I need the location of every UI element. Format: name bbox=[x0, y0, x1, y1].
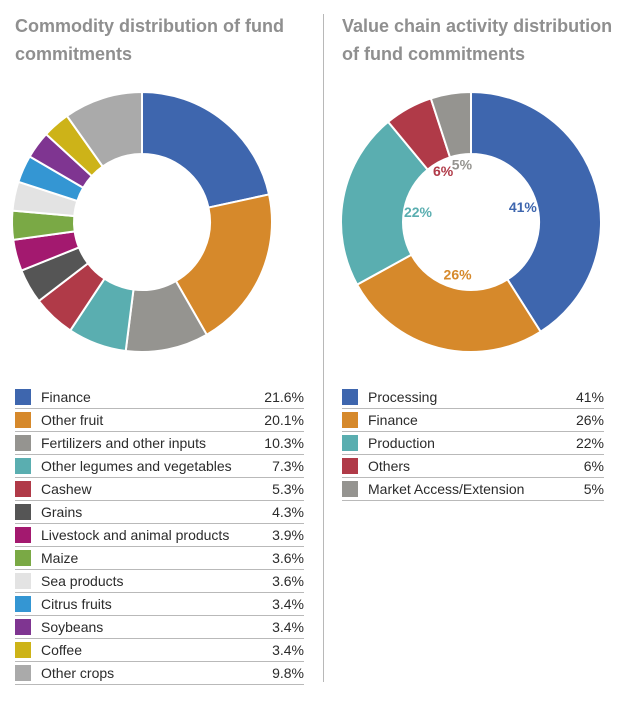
legend-swatch bbox=[15, 596, 31, 612]
legend-swatch bbox=[15, 527, 31, 543]
legend-swatch bbox=[15, 619, 31, 635]
legend-item-market-access-extension: Market Access/Extension 5% bbox=[342, 478, 604, 501]
legend-label: Others bbox=[368, 458, 411, 474]
legend-label: Coffee bbox=[41, 642, 82, 658]
legend-swatch bbox=[342, 412, 358, 428]
legend-swatch bbox=[342, 481, 358, 497]
legend-item-citrus-fruits: Citrus fruits 3.4% bbox=[15, 593, 304, 616]
legend-item-maize: Maize 3.6% bbox=[15, 547, 304, 570]
slice-label-processing: 41% bbox=[509, 199, 538, 215]
legend-item-cashew: Cashew 5.3% bbox=[15, 478, 304, 501]
commodity-legend: Finance 21.6% Other fruit 20.1% Fertilizers … bbox=[15, 386, 304, 685]
legend-item-soybeans: Soybeans 3.4% bbox=[15, 616, 304, 639]
slice-label-others: 6% bbox=[433, 163, 454, 179]
slice-finance bbox=[355, 253, 543, 353]
legend-value: 3.9% bbox=[272, 527, 304, 543]
slice-label-production: 22% bbox=[404, 204, 433, 220]
legend-value: 3.6% bbox=[272, 573, 304, 589]
legend-value: 3.6% bbox=[272, 550, 304, 566]
slice-finance bbox=[141, 90, 271, 209]
legend-item-livestock-and-animal-products: Livestock and animal products 3.9% bbox=[15, 524, 304, 547]
legend-swatch bbox=[342, 389, 358, 405]
legend-label: Production bbox=[368, 435, 435, 451]
legend-item-sea-products: Sea products 3.6% bbox=[15, 570, 304, 593]
panel-divider bbox=[323, 14, 324, 682]
legend-label: Market Access/Extension bbox=[368, 481, 525, 497]
legend-swatch bbox=[15, 412, 31, 428]
legend-swatch bbox=[15, 435, 31, 451]
legend-swatch bbox=[15, 389, 31, 405]
legend-swatch bbox=[15, 573, 31, 589]
legend-label: Maize bbox=[41, 550, 79, 566]
legend-item-grains: Grains 4.3% bbox=[15, 501, 304, 524]
legend-value: 21.6% bbox=[264, 389, 304, 405]
legend-value: 26% bbox=[575, 412, 604, 428]
legend-value: 5% bbox=[583, 481, 604, 497]
legend-label: Other legumes and vegetables bbox=[41, 458, 232, 474]
legend-value: 9.8% bbox=[272, 665, 304, 681]
legend-swatch bbox=[342, 435, 358, 451]
slice-label-market-access-extension: 5% bbox=[452, 157, 473, 173]
legend-value: 10.3% bbox=[264, 435, 304, 451]
value-chain-chart-panel: Value chain activity distribution of fun… bbox=[326, 0, 623, 702]
legend-label: Livestock and animal products bbox=[41, 527, 230, 543]
slice-other-crops bbox=[65, 90, 143, 168]
commodity-chart-title: Commodity distribution of fund commitmen… bbox=[15, 16, 284, 64]
legend-item-other-fruit: Other fruit 20.1% bbox=[15, 409, 304, 432]
legend-value: 5.3% bbox=[272, 481, 304, 497]
legend-swatch bbox=[15, 504, 31, 520]
slice-market-access-extension bbox=[429, 90, 472, 159]
legend-label: Processing bbox=[368, 389, 438, 405]
legend-item-others: Others 6% bbox=[342, 455, 604, 478]
legend-label: Soybeans bbox=[41, 619, 104, 635]
legend-value: 7.3% bbox=[272, 458, 304, 474]
legend-swatch bbox=[15, 458, 31, 474]
legend-item-finance: Finance 26% bbox=[342, 409, 604, 432]
legend-label: Other crops bbox=[41, 665, 115, 681]
legend-label: Grains bbox=[41, 504, 83, 520]
legend-value: 3.4% bbox=[272, 619, 304, 635]
legend-item-production: Production 22% bbox=[342, 432, 604, 455]
legend-swatch bbox=[15, 642, 31, 658]
legend-label: Citrus fruits bbox=[41, 596, 112, 612]
commodity-chart-panel: Commodity distribution of fund commitmen… bbox=[11, 16, 304, 685]
legend-value: 41% bbox=[575, 389, 604, 405]
legend-swatch bbox=[15, 481, 31, 497]
value-chain-donut-chart: 41% 26% 22% 6%5% bbox=[340, 90, 602, 353]
legend-item-processing: Processing 41% bbox=[342, 386, 604, 409]
legend-label: Cashew bbox=[41, 481, 92, 497]
value-chain-legend: Processing 41% Finance 26% Production 22% Othe… bbox=[342, 386, 604, 501]
legend-swatch bbox=[15, 550, 31, 566]
legend-item-fertilizers-and-other-inputs: Fertilizers and other inputs 10.3% bbox=[15, 432, 304, 455]
legend-item-other-legumes-and-vegetables: Other legumes and vegetables 7.3% bbox=[15, 455, 304, 478]
slice-processing bbox=[470, 90, 602, 334]
legend-label: Fertilizers and other inputs bbox=[41, 435, 206, 451]
legend-value: 3.4% bbox=[272, 596, 304, 612]
legend-label: Finance bbox=[41, 389, 91, 405]
legend-swatch bbox=[342, 458, 358, 474]
legend-swatch bbox=[15, 665, 31, 681]
value-chain-chart-title: Value chain activity distribution of fun… bbox=[342, 16, 613, 64]
legend-value: 22% bbox=[575, 435, 604, 451]
slice-production bbox=[340, 120, 430, 286]
legend-label: Sea products bbox=[41, 573, 124, 589]
slice-other-fruit bbox=[174, 193, 273, 337]
legend-value: 3.4% bbox=[272, 642, 304, 658]
legend-item-finance: Finance 21.6% bbox=[15, 386, 304, 409]
commodity-donut-chart bbox=[11, 90, 273, 353]
legend-label: Other fruit bbox=[41, 412, 104, 428]
slice-label-finance: 26% bbox=[444, 266, 473, 282]
legend-value: 4.3% bbox=[272, 504, 304, 520]
legend-value: 6% bbox=[583, 458, 604, 474]
legend-value: 20.1% bbox=[264, 412, 304, 428]
legend-item-coffee: Coffee 3.4% bbox=[15, 639, 304, 662]
legend-label: Finance bbox=[368, 412, 418, 428]
legend-item-other-crops: Other crops 9.8% bbox=[15, 662, 304, 685]
